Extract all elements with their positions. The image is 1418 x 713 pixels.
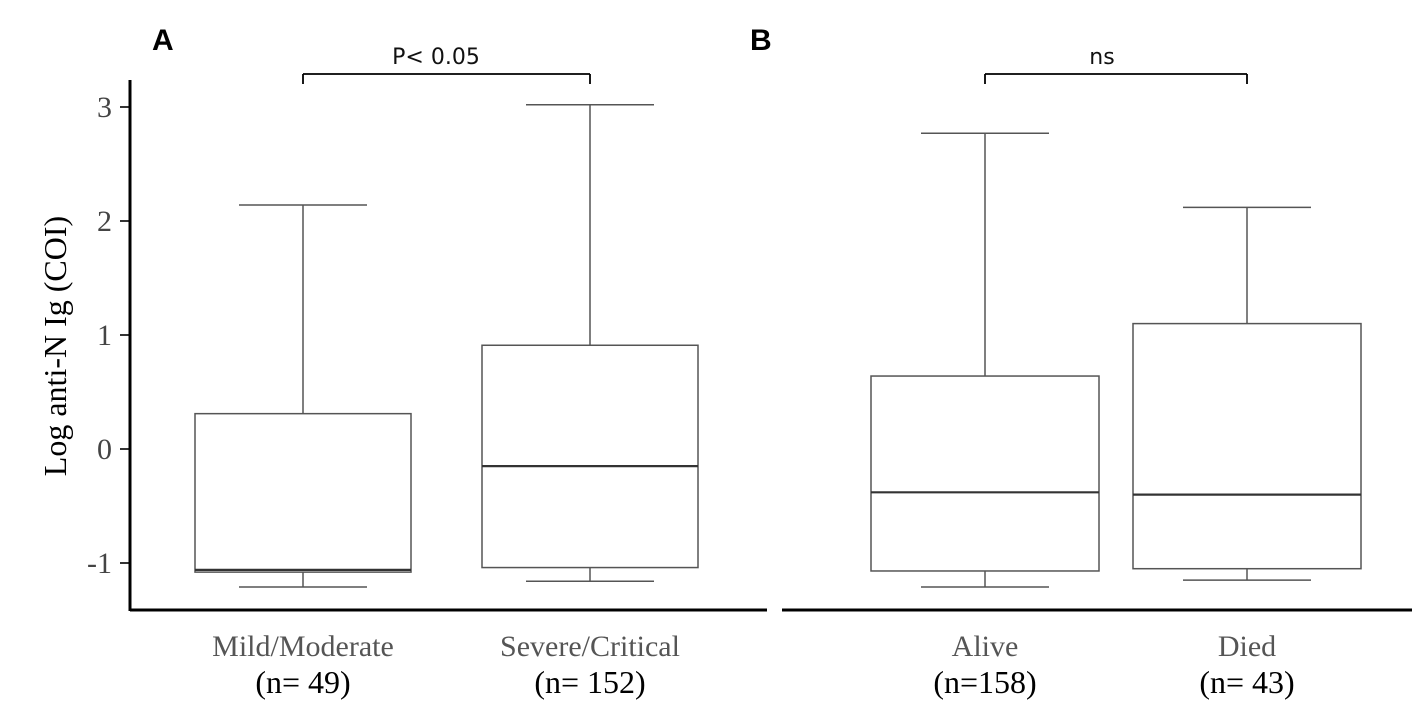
panel-a-p-value: P< 0.05 xyxy=(392,45,480,70)
panel-a: A Log anti-N Ig (COI) 3 2 1 0 -1 P< 0.05 Mil… xyxy=(37,24,767,700)
sample-size-label: (n= 152) xyxy=(534,664,645,700)
y-tick-label: 3 xyxy=(97,91,112,124)
panel-b: B ns Alive(n=158) Died(n= 43) xyxy=(750,24,1412,700)
panel-a-letter: A xyxy=(152,24,174,57)
sample-size-label: (n= 49) xyxy=(255,664,350,700)
iqr-box xyxy=(194,412,412,573)
panel-b-letter: B xyxy=(750,24,772,57)
iqr-box xyxy=(481,344,699,569)
sample-size-label: (n=158) xyxy=(933,664,1036,700)
y-axis-ticks: 3 2 1 0 -1 xyxy=(87,91,130,580)
y-tick-label: 0 xyxy=(97,433,112,466)
y-tick-label: -1 xyxy=(87,547,112,580)
box-plot-1 xyxy=(194,204,412,588)
iqr-box xyxy=(1132,322,1362,570)
iqr-box xyxy=(870,375,1100,572)
y-tick-label: 1 xyxy=(97,319,112,352)
y-tick-label: 2 xyxy=(97,205,112,238)
panel-a-significance-bracket xyxy=(302,73,591,84)
sample-size-label: (n= 43) xyxy=(1199,664,1294,700)
panel-a-boxes xyxy=(194,103,699,588)
box-plot-2 xyxy=(481,103,699,582)
panel-a-category-labels: Mild/Moderate(n= 49) Severe/Critical(n= 1… xyxy=(212,630,680,700)
panel-b-significance-bracket xyxy=(984,73,1248,84)
y-axis-label: Log anti-N Ig (COI) xyxy=(37,216,73,476)
box-plot-2 xyxy=(1132,206,1362,581)
category-label: Alive xyxy=(952,630,1019,663)
panel-b-category-labels: Alive(n=158) Died(n= 43) xyxy=(933,630,1294,700)
category-label: Died xyxy=(1218,630,1276,663)
category-label: Mild/Moderate xyxy=(212,630,394,663)
panel-b-ns-label: ns xyxy=(1089,45,1114,70)
box-plot-1 xyxy=(870,132,1100,588)
category-label: Severe/Critical xyxy=(500,630,680,663)
panel-b-boxes xyxy=(870,132,1362,588)
